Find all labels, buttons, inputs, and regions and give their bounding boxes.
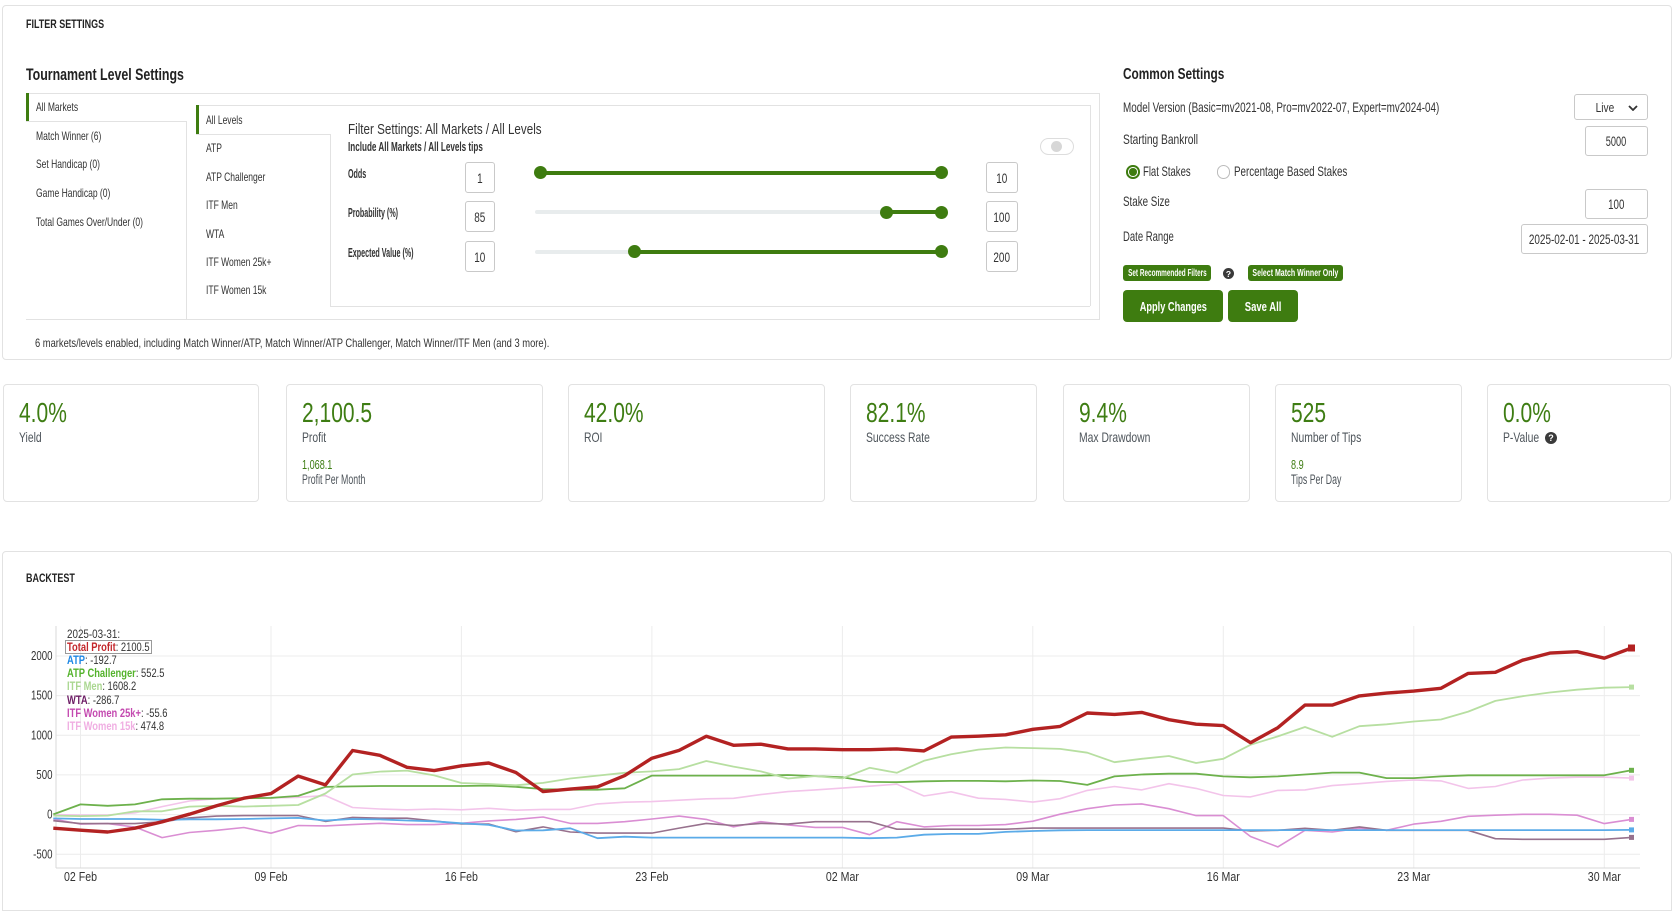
svg-text:30 Mar: 30 Mar [1588, 870, 1621, 884]
svg-text:1500: 1500 [31, 689, 53, 703]
svg-text:02 Mar: 02 Mar [826, 870, 859, 884]
svg-text:0: 0 [47, 808, 52, 822]
svg-text:09 Feb: 09 Feb [255, 870, 288, 884]
svg-text:02 Feb: 02 Feb [64, 870, 97, 884]
svg-text:23 Mar: 23 Mar [1397, 870, 1430, 884]
svg-text:1000: 1000 [31, 728, 53, 742]
svg-text:16 Feb: 16 Feb [445, 870, 478, 884]
svg-text:23 Feb: 23 Feb [635, 870, 668, 884]
svg-text:500: 500 [36, 768, 52, 782]
svg-text:09 Mar: 09 Mar [1016, 870, 1049, 884]
svg-text:16 Mar: 16 Mar [1207, 870, 1240, 884]
svg-text:-500: -500 [33, 847, 52, 861]
svg-text:2000: 2000 [31, 649, 53, 663]
